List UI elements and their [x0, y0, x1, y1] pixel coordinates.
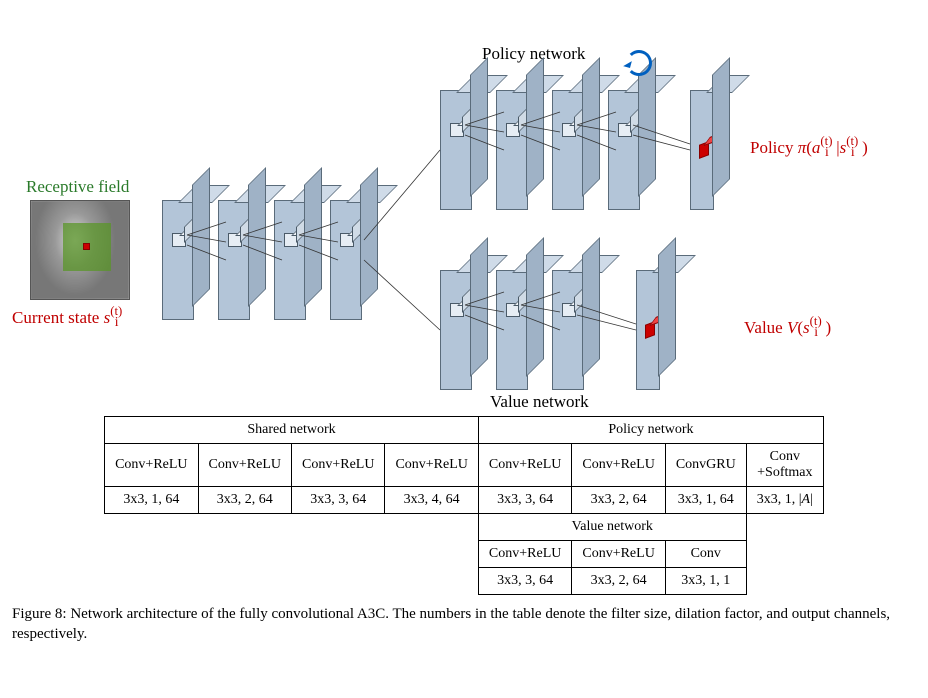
- shared-header: Shared network: [105, 417, 479, 444]
- value-header: Value network: [478, 514, 746, 541]
- params-row-1: 3x3, 1, 64 3x3, 2, 64 3x3, 3, 64 3x3, 4,…: [105, 487, 824, 514]
- architecture-diagram: Receptive field Current state s(t)i Poli…: [12, 12, 916, 412]
- params-row-value: 3x3, 3, 64 3x3, 2, 64 3x3, 1, 1: [105, 568, 824, 595]
- policy-output-label: Policy π(a(t)i|s(t)i): [750, 138, 868, 158]
- current-state-label: Current state s(t)i: [12, 308, 126, 328]
- receptive-field-center: [83, 243, 90, 250]
- value-output-voxel: [645, 321, 655, 339]
- ops-row: Conv+ReLU Conv+ReLU Conv+ReLU Conv+ReLU …: [105, 444, 824, 487]
- policy-layer-1: [440, 90, 472, 210]
- value-layer-2: [496, 270, 528, 390]
- shared-layer-2: [218, 200, 250, 320]
- figure-caption: Figure 8: Network architecture of the fu…: [12, 605, 916, 644]
- architecture-table: Shared network Policy network Conv+ReLU …: [104, 416, 824, 595]
- input-image: [30, 200, 130, 300]
- policy-layer-2: [496, 90, 528, 210]
- ops-row-value: Conv+ReLU Conv+ReLU Conv: [105, 541, 824, 568]
- value-output-layer: [636, 270, 660, 390]
- value-output-label: Value V(s(t)i): [744, 318, 831, 338]
- policy-layer-3: [552, 90, 584, 210]
- value-layer-3: [552, 270, 584, 390]
- params-policy-last: 3x3, 1, |A|: [746, 487, 823, 514]
- policy-network-label: Policy network: [482, 44, 585, 64]
- policy-layer-4: [608, 90, 640, 210]
- policy-output-layer: [690, 90, 714, 210]
- receptive-field-label: Receptive field: [26, 177, 129, 197]
- policy-header: Policy network: [478, 417, 823, 444]
- conv-softmax-cell: Conv+Softmax: [746, 444, 823, 487]
- shared-layer-4: [330, 200, 362, 320]
- recurrent-loop-icon: [626, 50, 652, 76]
- value-layer-1: [440, 270, 472, 390]
- shared-layer-3: [274, 200, 306, 320]
- policy-output-voxel: [699, 141, 709, 159]
- value-network-label: Value network: [490, 392, 589, 412]
- shared-layer-1: [162, 200, 194, 320]
